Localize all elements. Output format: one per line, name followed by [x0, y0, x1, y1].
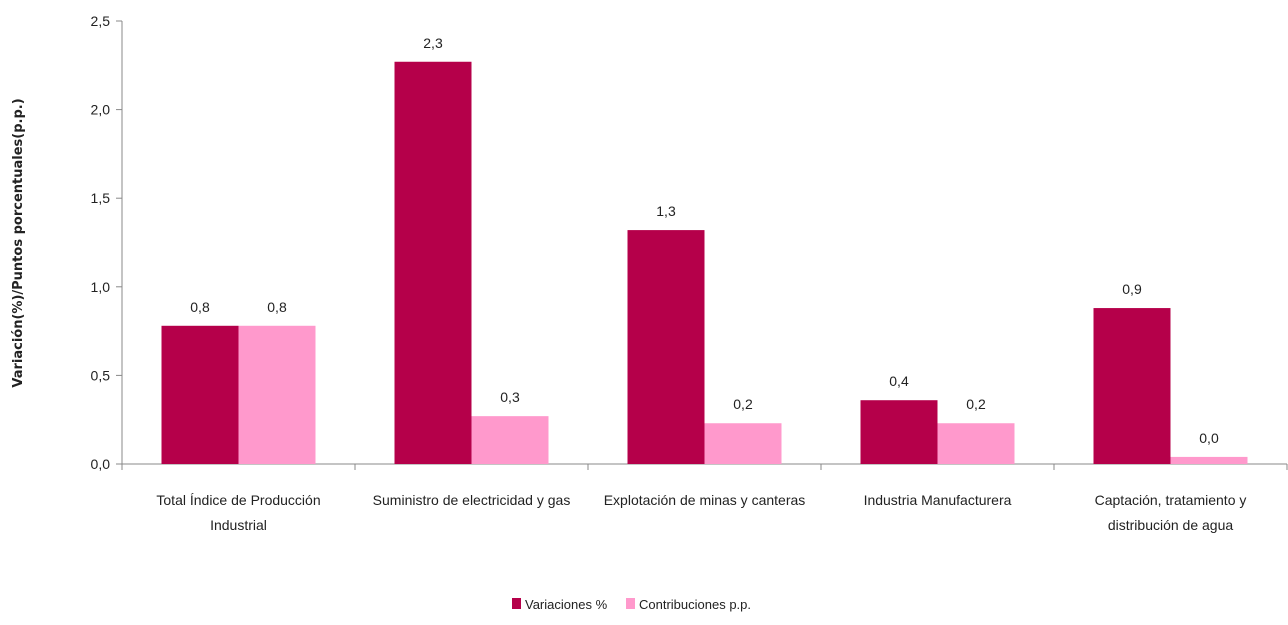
bar — [627, 230, 705, 464]
legend-swatch — [512, 598, 521, 609]
legend-label: Contribuciones p.p. — [639, 597, 751, 612]
data-label: 0,3 — [500, 389, 520, 405]
legend-swatch — [626, 598, 635, 609]
bar — [471, 416, 549, 464]
bar — [161, 325, 239, 464]
y-tick-label: 1,0 — [91, 279, 111, 295]
legend-label: Variaciones % — [525, 597, 608, 612]
bar — [238, 325, 316, 464]
x-tick-label: Explotación de minas y canteras — [604, 492, 806, 508]
bar — [1093, 308, 1171, 464]
x-tick-label: Industrial — [210, 517, 267, 533]
data-label: 0,8 — [190, 299, 210, 315]
data-labels: 0,8 2,3 1,3 0,4 0,9 0,8 0,3 0,2 0,2 0,0 — [190, 35, 1219, 446]
x-tick-label: Suministro de electricidad y gas — [373, 492, 571, 508]
bar — [394, 61, 472, 464]
y-axis-label: Variación(%)/Puntos porcentuales(p.p.) — [11, 98, 26, 387]
bar — [937, 423, 1015, 464]
data-label: 0,0 — [1199, 430, 1219, 446]
y-tick-label: 0,5 — [91, 367, 111, 383]
bars — [161, 61, 1248, 464]
data-label: 0,2 — [733, 396, 753, 412]
axes: 0,0 0,5 1,0 1,5 2,0 2,5 Total Índice de Produc… — [91, 13, 1288, 533]
y-tick-label: 2,0 — [91, 102, 111, 118]
bar — [704, 423, 782, 464]
data-label: 0,9 — [1122, 281, 1142, 297]
x-tick-label: Captación, tratamiento y — [1095, 492, 1247, 508]
y-tick-label: 2,5 — [91, 13, 111, 29]
data-label: 0,2 — [966, 396, 986, 412]
x-tick-label: Industria Manufacturera — [864, 492, 1012, 508]
y-tick-label: 1,5 — [91, 190, 111, 206]
legend: Variaciones % Contribuciones p.p. — [512, 597, 751, 612]
bar — [1170, 456, 1248, 464]
bar — [860, 400, 938, 464]
x-tick-label: distribución de agua — [1108, 517, 1234, 533]
data-label: 0,8 — [267, 299, 287, 315]
x-tick-label: Total Índice de Producción — [156, 492, 320, 508]
data-label: 2,3 — [423, 35, 443, 51]
data-label: 1,3 — [656, 203, 676, 219]
y-axis-label-group: Variación(%)/Puntos porcentuales(p.p.) — [11, 98, 26, 387]
data-label: 0,4 — [889, 373, 909, 389]
y-tick-label: 0,0 — [91, 456, 111, 472]
